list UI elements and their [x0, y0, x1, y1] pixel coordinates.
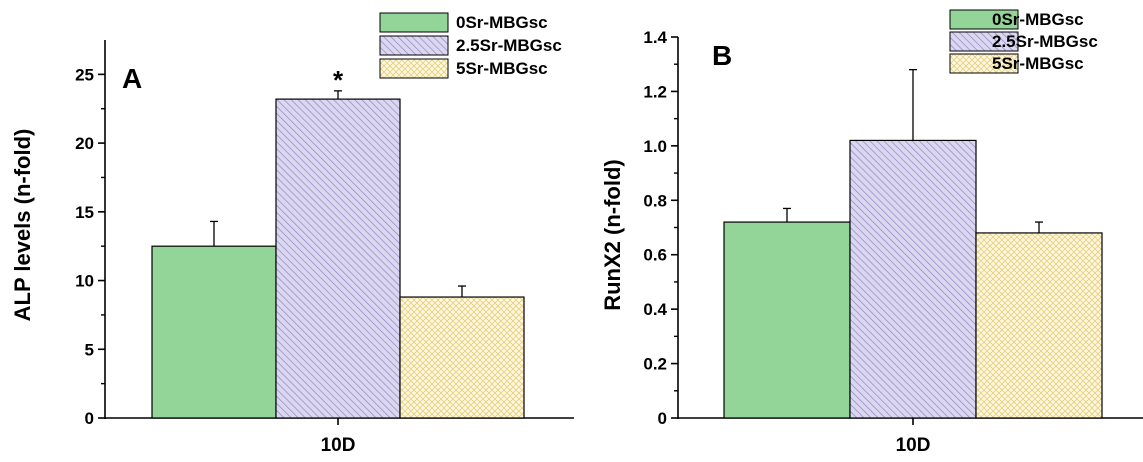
- significance-marker: *: [333, 65, 344, 95]
- legend-swatch-0sr-mbgsc: [379, 12, 449, 33]
- y-tick-label: 5: [85, 340, 94, 359]
- legend-swatch-0sr-mbgsc: [949, 9, 1019, 30]
- legend-label-5sr-mbgsc: 5Sr-MBGsc: [456, 59, 548, 78]
- y-tick-label: 1.2: [643, 82, 667, 101]
- y-tick-label: 0: [85, 409, 94, 428]
- panel-label: B: [712, 40, 732, 71]
- bar-2-5sr-mbgsc: [849, 139, 977, 419]
- legend-swatch-2-5sr-mbgsc: [949, 31, 1019, 52]
- legend-label-2-5sr-mbgsc: 2.5Sr-MBGsc: [992, 32, 1098, 51]
- y-tick-label: 25: [75, 65, 94, 84]
- y-tick-label: 1.4: [643, 28, 667, 47]
- y-tick-label: 20: [75, 134, 94, 153]
- bar-5sr-mbgsc: [399, 296, 525, 419]
- legend-swatch-5sr-mbgsc: [379, 58, 449, 79]
- panel-label: A: [122, 63, 142, 94]
- y-axis-title: ALP levels (n-fold): [10, 129, 35, 322]
- y-axis-title: RunX2 (n-fold): [600, 159, 625, 311]
- y-tick-label: 0.6: [643, 246, 667, 265]
- bar-0sr-mbgsc: [151, 245, 277, 419]
- y-tick-label: 0.4: [643, 300, 667, 319]
- panel-a: 0 5 10 15 20 25 10D ALP levels (n-fold) A * 0Sr-MB…: [10, 12, 574, 456]
- y-tick-label: 10: [75, 272, 94, 291]
- legend-label-2-5sr-mbgsc: 2.5Sr-MBGsc: [456, 36, 562, 55]
- legend-swatch-5sr-mbgsc: [949, 53, 1019, 74]
- legend-label-0sr-mbgsc: 0Sr-MBGsc: [992, 10, 1084, 29]
- legend-label-5sr-mbgsc: 5Sr-MBGsc: [992, 54, 1084, 73]
- x-tick-label: 10D: [896, 435, 931, 456]
- bar-2-5sr-mbgsc: [275, 98, 401, 419]
- panel-b: 0 0.2 0.4 0.6 0.8 1.0 1.2 1.4 10D RunX2 (n-fold) B…: [600, 9, 1143, 456]
- bar-5sr-mbgsc: [975, 232, 1103, 419]
- y-tick-label: 0: [658, 409, 667, 428]
- legend-label-0sr-mbgsc: 0Sr-MBGsc: [456, 13, 548, 32]
- x-tick-label: 10D: [321, 435, 356, 456]
- y-tick-label: 0.2: [643, 355, 667, 374]
- legend-swatch-2-5sr-mbgsc: [379, 35, 449, 56]
- y-tick-label: 15: [75, 203, 94, 222]
- y-tick-label: 0.8: [643, 191, 667, 210]
- y-tick-label: 1.0: [643, 137, 667, 156]
- bar-0sr-mbgsc: [723, 221, 851, 419]
